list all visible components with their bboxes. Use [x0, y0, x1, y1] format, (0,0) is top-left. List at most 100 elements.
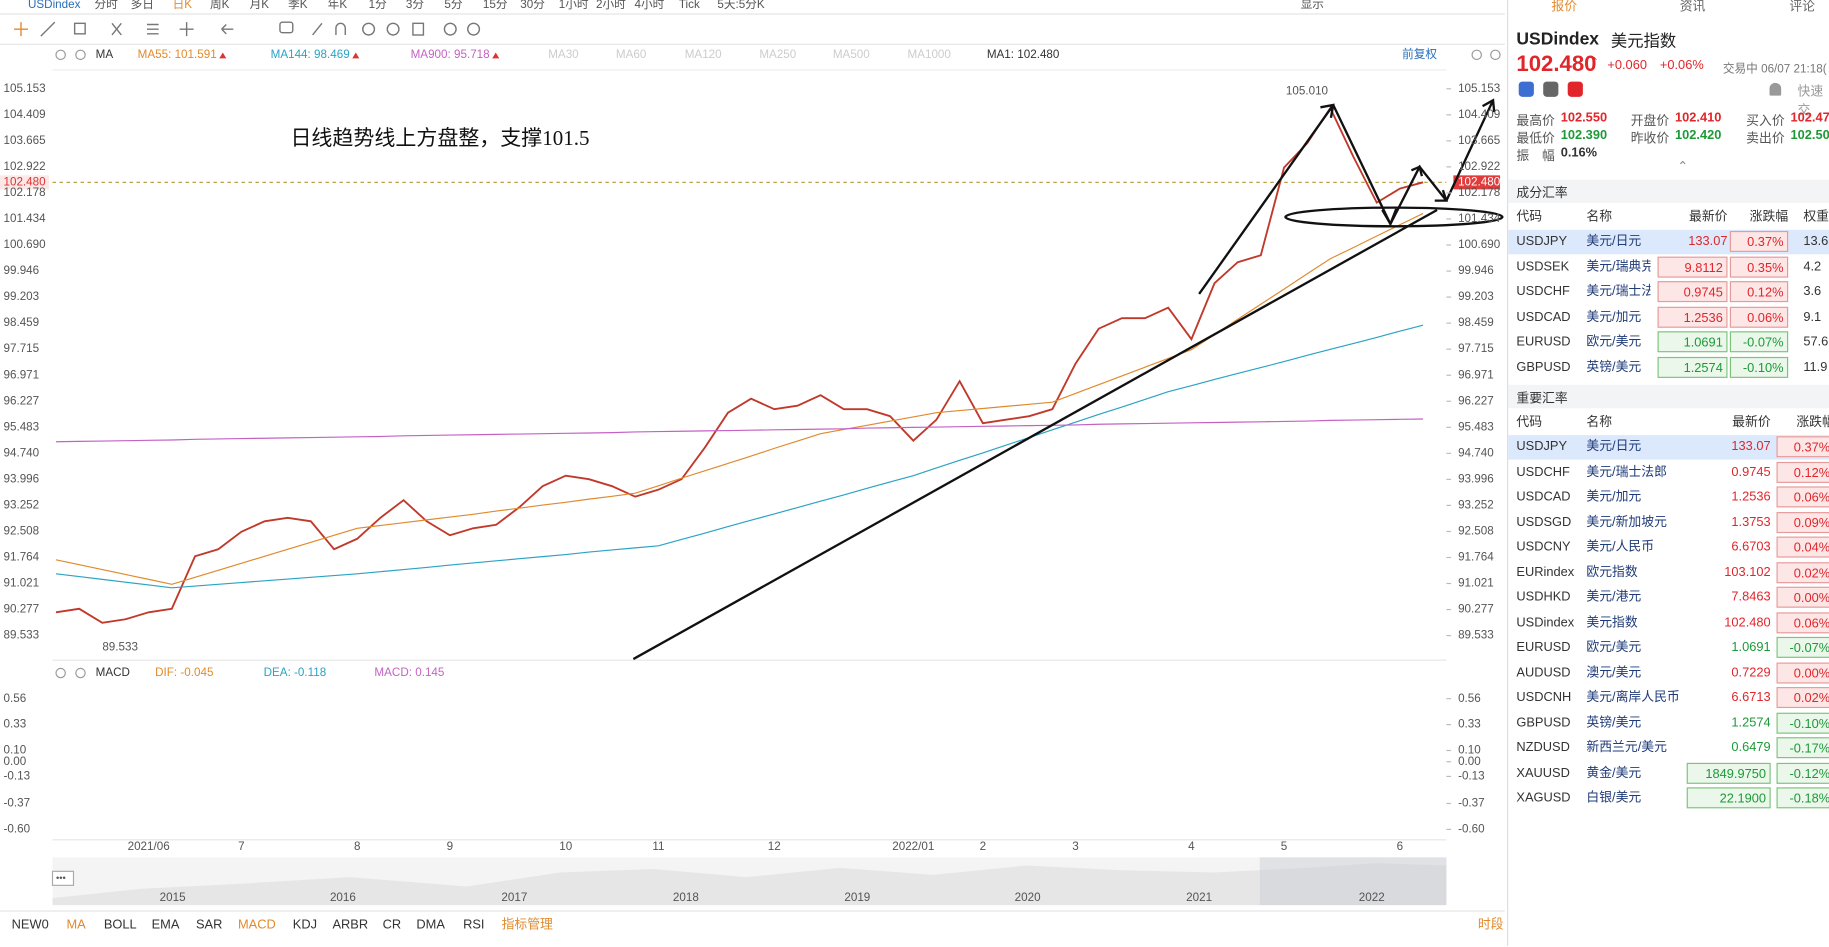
period-tab[interactable]: 分时	[94, 0, 118, 11]
table-cell[interactable]: 欧元/美元	[1586, 640, 1642, 655]
table-cell[interactable]: GBPUSD	[1516, 359, 1571, 374]
table-cell[interactable]: USDindex	[1516, 615, 1575, 630]
tool-icon[interactable]	[1518, 81, 1534, 97]
table-cell[interactable]: 0.12%	[1729, 281, 1789, 303]
table-cell[interactable]: 1.2536	[1731, 489, 1771, 504]
table-cell[interactable]: 0.7229	[1731, 665, 1771, 680]
indicator-tab[interactable]: BOLL	[104, 916, 137, 931]
table-cell[interactable]: 英镑/美元	[1586, 715, 1642, 730]
table-cell[interactable]: 57.6	[1803, 334, 1829, 349]
table-cell[interactable]: 0.09%	[1776, 511, 1829, 533]
table-cell[interactable]: 英镑/美元	[1586, 359, 1642, 374]
table-cell[interactable]: -0.17%	[1776, 737, 1829, 759]
table-cell[interactable]: 0.06%	[1729, 306, 1789, 328]
table-cell[interactable]: 0.35%	[1729, 256, 1789, 278]
table-cell[interactable]: 0.06%	[1776, 486, 1829, 508]
indicator-tab[interactable]: KDJ	[293, 916, 317, 931]
table-cell[interactable]: 1.0691	[1731, 640, 1771, 655]
indicator-tab[interactable]: CR	[383, 916, 402, 931]
period-tab[interactable]: 4小时	[635, 0, 665, 11]
indicator-tab[interactable]: EMA	[152, 916, 180, 931]
table-cell[interactable]: 102.480	[1724, 615, 1771, 630]
table-cell[interactable]: 0.00%	[1776, 586, 1829, 608]
bell-icon[interactable]	[1769, 82, 1782, 96]
table-cell[interactable]: 美元/离岸人民币	[1586, 690, 1680, 705]
table-cell[interactable]: EURUSD	[1516, 640, 1571, 655]
table-cell[interactable]: 0.02%	[1776, 687, 1829, 709]
table-cell[interactable]: 1.2574	[1657, 356, 1728, 378]
panel-tab[interactable]: 资讯	[1679, 0, 1706, 14]
navigator-handle[interactable]	[51, 870, 75, 886]
table-cell[interactable]: -0.07%	[1729, 331, 1789, 353]
table-cell[interactable]: USDHKD	[1516, 590, 1571, 605]
table-cell[interactable]: 美元/人民币	[1586, 540, 1655, 555]
period-tab[interactable]: 日K	[173, 0, 193, 11]
table-cell[interactable]: 3.6	[1803, 284, 1822, 299]
period-tab[interactable]: 2小时	[596, 0, 626, 11]
table-cell[interactable]: -0.07%	[1776, 636, 1829, 658]
table-cell[interactable]: 1.3753	[1731, 514, 1771, 529]
period-tab[interactable]: 15分	[483, 0, 508, 11]
table-cell[interactable]: 6.6703	[1731, 540, 1771, 555]
restore-toggle[interactable]: 前复权	[1402, 47, 1437, 61]
table-cell[interactable]: USDCNH	[1516, 690, 1572, 705]
table-cell[interactable]: 7.8463	[1731, 590, 1771, 605]
table-cell[interactable]: 欧元/美元	[1586, 334, 1642, 349]
table-cell[interactable]: USDSEK	[1516, 259, 1570, 274]
panel-tab[interactable]: 评论	[1789, 0, 1815, 14]
table-cell[interactable]: USDCAD	[1516, 489, 1571, 504]
table-cell[interactable]: 13.6	[1803, 234, 1829, 249]
table-cell[interactable]: 0.12%	[1776, 461, 1829, 483]
table-cell[interactable]: 0.06%	[1776, 611, 1829, 633]
table-cell[interactable]: -0.10%	[1776, 712, 1829, 734]
quick-trade[interactable]: 快速交	[1797, 85, 1824, 118]
table-cell[interactable]: 0.9745	[1657, 281, 1728, 303]
table-cell[interactable]: 美元/加元	[1586, 489, 1642, 504]
table-cell[interactable]: -0.18%	[1776, 787, 1829, 809]
table-cell[interactable]: 美元/日元	[1586, 234, 1642, 249]
display-menu[interactable]: 显示	[1301, 0, 1324, 11]
indicator-tab[interactable]: DMA	[416, 916, 445, 931]
period-tab[interactable]: 多日	[131, 0, 154, 11]
table-cell[interactable]: 1.2536	[1657, 306, 1728, 328]
table-cell[interactable]: 0.02%	[1776, 561, 1829, 583]
table-cell[interactable]: GBPUSD	[1516, 715, 1571, 730]
session-button[interactable]: 时段	[1478, 916, 1504, 931]
table-cell[interactable]: 1849.9750	[1686, 762, 1771, 784]
table-cell[interactable]: XAUUSD	[1516, 765, 1570, 780]
period-tab[interactable]: 周K	[210, 0, 230, 11]
table-cell[interactable]: -0.10%	[1729, 356, 1789, 378]
tool-icon[interactable]	[1543, 81, 1559, 97]
table-cell[interactable]: 美元/港元	[1586, 590, 1642, 605]
period-tab[interactable]: Tick	[679, 0, 700, 11]
table-cell[interactable]: 澳元/美元	[1586, 665, 1642, 680]
table-cell[interactable]: 黄金/美元	[1586, 765, 1642, 780]
table-cell[interactable]: 0.37%	[1776, 436, 1829, 458]
table-cell[interactable]: 22.1900	[1686, 787, 1771, 809]
table-cell[interactable]: USDCAD	[1516, 309, 1571, 324]
table-cell[interactable]: 0.37%	[1729, 230, 1789, 252]
table-cell[interactable]: 0.6479	[1731, 740, 1771, 755]
table-cell[interactable]: USDCNY	[1516, 540, 1571, 555]
indicator-tab[interactable]: MA	[66, 916, 86, 931]
indicator-tab[interactable]: SAR	[196, 916, 222, 931]
table-cell[interactable]: 9.8112	[1657, 256, 1728, 278]
navigator-window[interactable]	[1259, 857, 1447, 906]
table-cell[interactable]: XAGUSD	[1516, 790, 1571, 805]
table-cell[interactable]: EURindex	[1516, 565, 1575, 580]
indicator-tab[interactable]: 指标管理	[502, 916, 553, 931]
table-cell[interactable]: USDCHF	[1516, 284, 1570, 299]
table-cell[interactable]: AUDUSD	[1516, 665, 1571, 680]
table-cell[interactable]: 新西兰元/美元	[1586, 740, 1667, 755]
table-cell[interactable]: 美元指数	[1586, 615, 1638, 630]
table-cell[interactable]: 美元/瑞典克朗	[1586, 259, 1650, 274]
period-tab[interactable]: 年K	[328, 0, 348, 11]
indicator-tab[interactable]: MACD	[238, 916, 276, 931]
period-tab[interactable]: 月K	[250, 0, 270, 11]
table-cell[interactable]: 6.6713	[1731, 690, 1771, 705]
table-cell[interactable]: USDSGD	[1516, 514, 1572, 529]
table-cell[interactable]: 0.00%	[1776, 661, 1829, 683]
table-cell[interactable]: 美元/加元	[1586, 309, 1642, 324]
table-cell[interactable]: -0.12%	[1776, 762, 1829, 784]
table-cell[interactable]: USDCHF	[1516, 464, 1570, 479]
